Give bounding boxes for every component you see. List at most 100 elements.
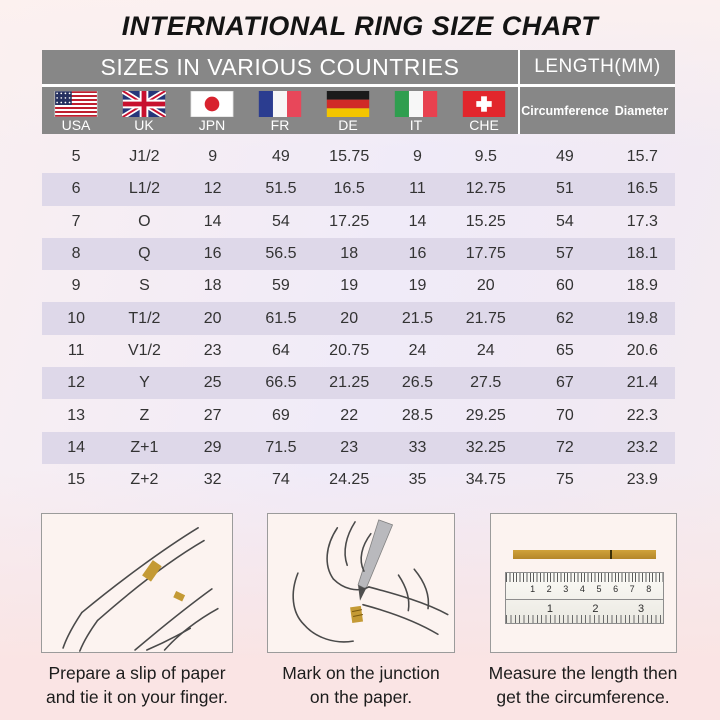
caption-line: and tie it on your finger. <box>46 687 228 707</box>
ruler-cm-number: 6 <box>613 584 619 594</box>
ruler-inch-number: 1 <box>546 603 554 615</box>
cell-usa: 5 <box>71 148 81 166</box>
cell-usa: 14 <box>67 438 86 456</box>
cell-diameter: 17.3 <box>626 212 658 230</box>
cell-de: 21.25 <box>329 374 370 392</box>
cell-uk: L1/2 <box>128 180 160 198</box>
switzerland-flag-icon <box>462 91 506 117</box>
country-column-usa: USA <box>42 87 110 134</box>
cell-che: 29.25 <box>465 406 506 424</box>
cell-jpn: 29 <box>203 438 222 456</box>
instruction-caption-2: Mark on the junction on the paper. <box>231 661 491 709</box>
ruler-cm-number: 5 <box>596 584 602 594</box>
cell-jpn: 18 <box>203 277 222 295</box>
cell-fr: 66.5 <box>265 374 297 392</box>
cell-diameter: 23.9 <box>626 471 658 489</box>
caption-line: on the paper. <box>309 687 413 707</box>
country-code-label: FR <box>270 117 290 133</box>
instruction-caption-3: Measure the length then get the circumfer… <box>453 661 713 709</box>
size-row-usa-9: 9 S 18 59 19 19 20 60 18.9 <box>42 270 675 302</box>
country-code-label: CHE <box>469 117 499 133</box>
usa-flag-icon <box>54 91 98 117</box>
country-column-de: DE <box>314 87 382 134</box>
ruler-cm-number: 1 <box>530 584 536 594</box>
cell-usa: 7 <box>71 212 81 230</box>
marking-pen-on-finger-icon <box>292 519 449 643</box>
ruler-inch-number: 3 <box>637 603 645 615</box>
ruler-inch-number: 2 <box>592 603 599 615</box>
cell-circumference: 57 <box>555 245 574 263</box>
cell-uk: J1/2 <box>129 148 160 166</box>
cell-jpn: 32 <box>203 471 222 489</box>
cell-diameter: 15.7 <box>626 148 658 166</box>
size-row-usa-12: 12 Y 25 66.5 21.25 26.5 27.5 67 21.4 <box>42 367 675 400</box>
country-column-jpn: JPN <box>178 87 246 134</box>
length-columns-header: Circumference Diameter <box>520 87 675 134</box>
cell-uk: Z+2 <box>130 471 159 489</box>
size-row-usa-6: 6 L1/2 12 51.5 16.5 11 12.75 51 16.5 <box>42 173 675 206</box>
cell-de: 22 <box>340 406 359 424</box>
cell-fr: 49 <box>272 148 290 166</box>
cell-circumference: 65 <box>555 341 574 359</box>
country-column-che: CHE <box>450 87 518 134</box>
cell-usa: 9 <box>71 277 81 295</box>
size-row-usa-15: 15 Z+2 32 74 24.25 35 34.75 75 23.9 <box>42 464 675 496</box>
cell-it: 26.5 <box>401 374 434 392</box>
cell-fr: 61.5 <box>265 309 297 327</box>
cell-che: 24 <box>476 341 495 359</box>
cell-uk: Y <box>139 374 150 392</box>
cell-jpn: 23 <box>203 341 222 359</box>
cell-jpn: 27 <box>203 406 222 424</box>
cell-che: 21.75 <box>465 309 506 327</box>
cell-uk: Q <box>138 245 151 263</box>
ruler-cm-ticks <box>506 573 663 582</box>
cell-it: 28.5 <box>401 406 434 424</box>
size-table: SIZES IN VARIOUS COUNTRIES LENGTH(MM) US… <box>42 50 675 496</box>
size-row-usa-14: 14 Z+1 29 71.5 23 33 32.25 72 23.2 <box>42 431 675 464</box>
size-table-body: 5 J1/2 9 49 15.75 9 9.5 49 15.7 6 L1/2 12 51.5 16.5 11… <box>42 141 675 496</box>
country-code-label: DE <box>338 117 358 133</box>
table-column-header: USA UK JPN FR DE IT CHE Circumference Di… <box>42 87 675 134</box>
size-row-usa-13: 13 Z 27 69 22 28.5 29.25 70 22.3 <box>42 399 675 431</box>
country-flags-row: USA UK JPN FR DE IT CHE <box>42 87 520 134</box>
cell-circumference: 67 <box>555 374 574 392</box>
cell-fr: 74 <box>272 471 290 489</box>
cell-diameter: 23.2 <box>626 438 658 456</box>
cell-fr: 64 <box>272 341 290 359</box>
cell-jpn: 14 <box>203 212 222 230</box>
cell-de: 19 <box>340 277 359 295</box>
paper-strip <box>513 550 656 559</box>
cell-de: 20 <box>340 309 359 327</box>
ruler-cm-number: 7 <box>629 584 635 594</box>
cell-usa: 12 <box>67 374 86 392</box>
illustration-marking-pen-on-finger <box>267 513 455 653</box>
cell-che: 32.25 <box>465 438 506 456</box>
cell-it: 9 <box>413 148 422 166</box>
cell-jpn: 20 <box>203 309 222 327</box>
caption-line: Measure the length then <box>488 663 678 683</box>
cell-diameter: 20.6 <box>626 341 658 359</box>
ruler-cm-number: 8 <box>646 584 652 594</box>
cell-circumference: 51 <box>555 180 574 198</box>
country-code-label: JPN <box>198 117 226 133</box>
cell-it: 14 <box>408 212 427 230</box>
cell-de: 15.75 <box>329 148 370 166</box>
cell-circumference: 70 <box>555 406 574 424</box>
cell-uk: O <box>138 212 151 230</box>
cell-de: 24.25 <box>329 471 370 489</box>
cell-uk: S <box>139 277 150 295</box>
country-column-uk: UK <box>110 87 178 134</box>
cell-de: 20.75 <box>329 341 370 359</box>
cell-circumference: 75 <box>555 471 574 489</box>
france-flag-icon <box>258 91 302 117</box>
cell-it: 35 <box>408 471 427 489</box>
cell-it: 24 <box>408 341 427 359</box>
cell-uk: T1/2 <box>128 309 161 327</box>
cell-jpn: 16 <box>203 245 222 263</box>
cell-diameter: 22.3 <box>626 406 658 424</box>
cell-diameter: 16.5 <box>626 180 658 198</box>
country-code-label: IT <box>409 117 423 133</box>
caption-line: Mark on the junction <box>282 663 440 683</box>
